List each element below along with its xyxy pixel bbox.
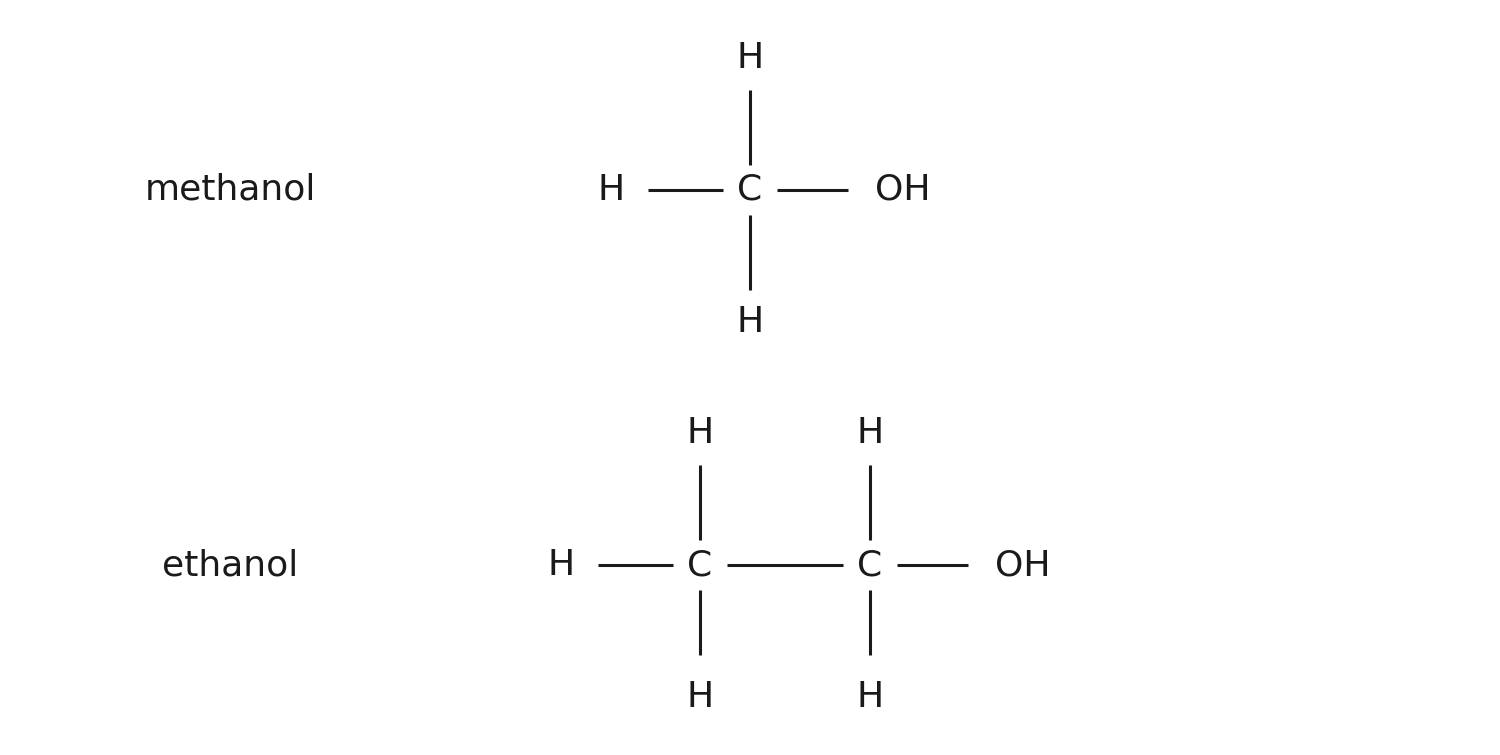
Text: H: H xyxy=(548,548,574,582)
Text: H: H xyxy=(856,416,883,450)
Text: ethanol: ethanol xyxy=(162,548,298,582)
Text: OH: OH xyxy=(994,548,1050,582)
Text: H: H xyxy=(687,416,714,450)
Text: OH: OH xyxy=(874,173,930,207)
Text: H: H xyxy=(687,680,714,714)
Text: C: C xyxy=(858,548,882,582)
Text: C: C xyxy=(738,173,762,207)
Text: methanol: methanol xyxy=(144,173,315,207)
Text: H: H xyxy=(736,41,764,75)
Text: H: H xyxy=(598,173,625,207)
Text: H: H xyxy=(856,680,883,714)
Text: C: C xyxy=(687,548,712,582)
Text: H: H xyxy=(736,305,764,339)
